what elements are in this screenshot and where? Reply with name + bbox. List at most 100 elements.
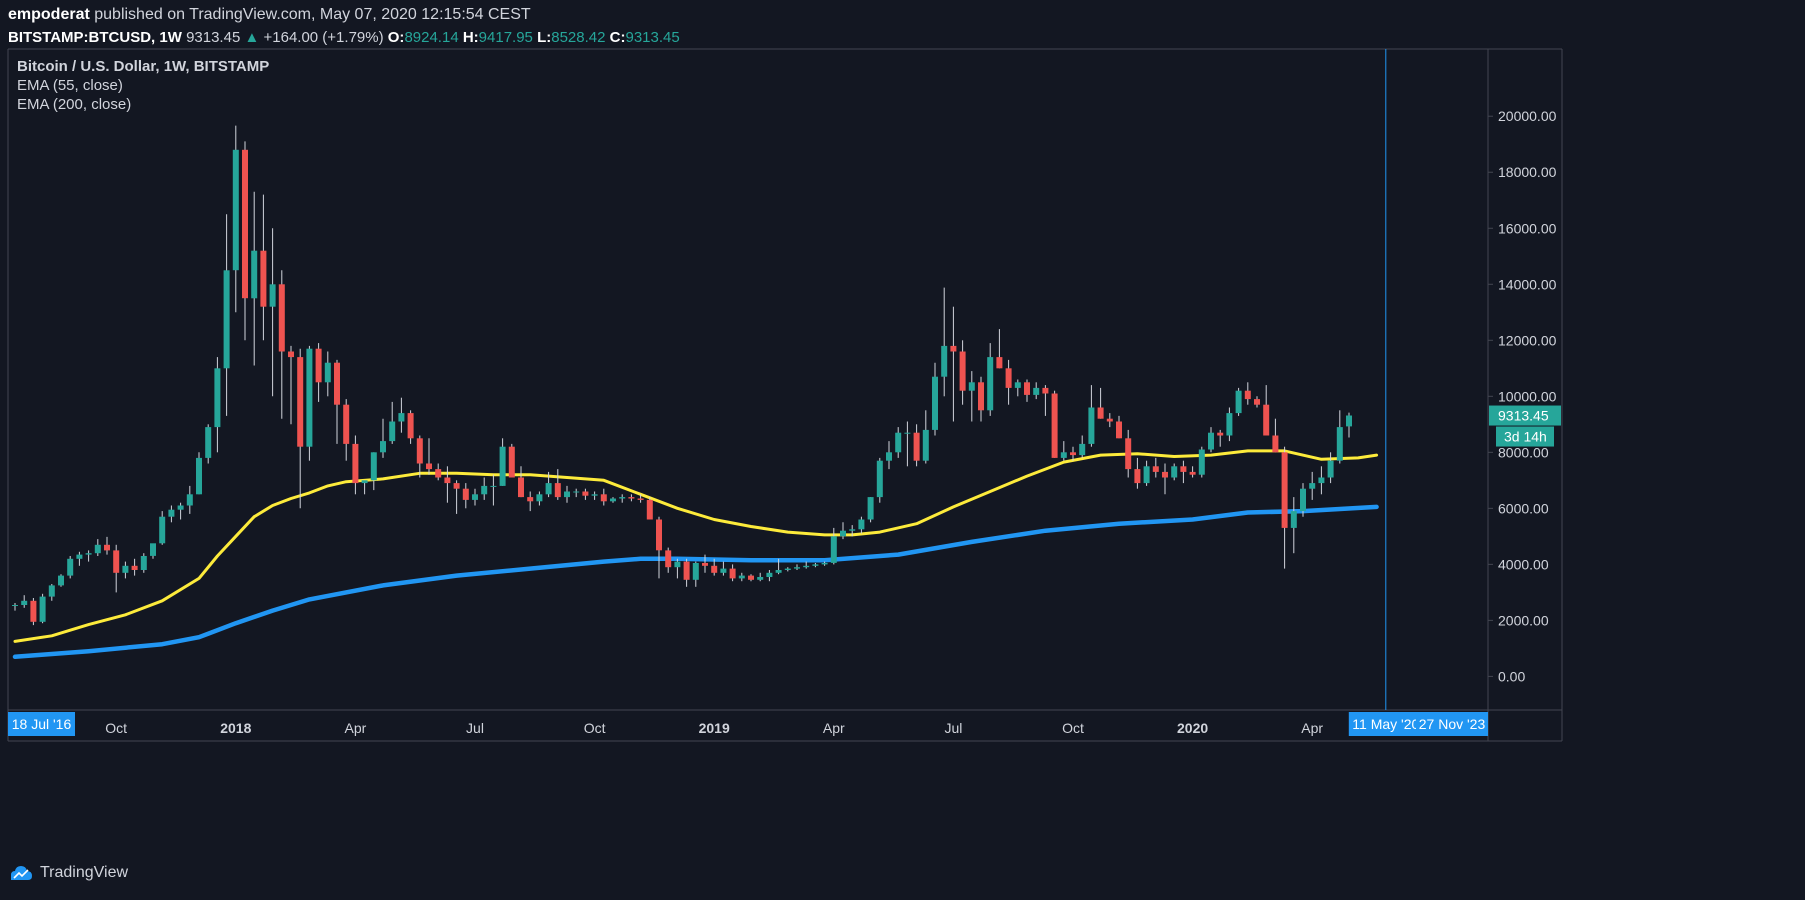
candle[interactable] [545, 471, 552, 498]
candle[interactable] [1281, 446, 1288, 569]
candle[interactable] [306, 345, 313, 461]
candle[interactable] [656, 516, 662, 579]
time-axis[interactable]: Oct 2018 Apr Jul Oct 2019 Apr Jul Oct 2020 Apr 18 J… [8, 712, 1488, 736]
candle[interactable] [554, 469, 561, 500]
candle[interactable] [288, 345, 294, 425]
candle[interactable] [711, 558, 718, 576]
candle[interactable] [435, 463, 442, 481]
start-date-badge[interactable] [8, 712, 75, 736]
candle[interactable] [1290, 497, 1297, 554]
candle[interactable] [637, 494, 644, 503]
candle[interactable] [1198, 446, 1205, 478]
candle[interactable] [352, 435, 359, 495]
candle[interactable] [665, 547, 672, 573]
candle[interactable] [1217, 429, 1224, 447]
candle[interactable] [876, 457, 883, 503]
candle[interactable] [591, 491, 598, 500]
candle[interactable] [1263, 385, 1270, 436]
candle[interactable] [508, 443, 515, 478]
candle[interactable] [94, 539, 101, 556]
candle[interactable] [324, 351, 331, 397]
candle[interactable] [48, 584, 55, 601]
price-axis[interactable]: 0.00 2000.00 4000.00 6000.00 8000.00 10000.00… [1488, 108, 1561, 684]
candle[interactable] [389, 401, 396, 444]
candle[interactable] [950, 306, 957, 422]
candle[interactable] [922, 410, 929, 464]
candle[interactable] [1070, 446, 1076, 461]
candle[interactable] [886, 441, 892, 470]
candle[interactable] [131, 558, 138, 576]
candle[interactable] [932, 362, 938, 436]
candle[interactable] [232, 125, 239, 313]
candle[interactable] [738, 572, 745, 582]
crosshair-date-badge[interactable] [1348, 712, 1423, 736]
candle[interactable] [481, 477, 488, 500]
candle[interactable] [821, 561, 828, 566]
candle[interactable] [223, 214, 230, 416]
candle[interactable] [1226, 407, 1233, 442]
candle[interactable] [150, 543, 156, 559]
candle[interactable] [85, 550, 92, 562]
candles-layer[interactable] [12, 125, 1352, 626]
candle[interactable] [1346, 412, 1352, 438]
candle[interactable] [1079, 435, 1086, 458]
candle[interactable] [729, 564, 736, 582]
candle[interactable] [398, 397, 405, 433]
candle[interactable] [30, 598, 37, 626]
candle[interactable] [692, 561, 699, 587]
candle[interactable] [1106, 413, 1113, 428]
candle[interactable] [1309, 471, 1316, 500]
candle[interactable] [1318, 466, 1325, 495]
candle[interactable] [1180, 460, 1187, 484]
candle[interactable] [1134, 457, 1141, 489]
candle[interactable] [21, 595, 28, 608]
candle[interactable] [858, 516, 865, 534]
candle[interactable] [1125, 429, 1132, 478]
candle[interactable] [968, 371, 975, 422]
candle[interactable] [1300, 483, 1306, 517]
candle[interactable] [610, 497, 616, 503]
candle[interactable] [904, 421, 911, 467]
candle[interactable] [499, 438, 506, 486]
candle[interactable] [140, 553, 147, 573]
candle[interactable] [168, 505, 175, 523]
candle[interactable] [518, 466, 524, 498]
candle[interactable] [628, 494, 635, 502]
candle[interactable] [297, 348, 304, 509]
candle[interactable] [913, 424, 920, 467]
candle[interactable] [867, 497, 874, 523]
candle[interactable] [58, 574, 64, 587]
end-date-badge[interactable] [1416, 712, 1488, 736]
candle[interactable] [803, 561, 810, 569]
candle[interactable] [12, 603, 18, 611]
candle[interactable] [242, 141, 248, 341]
candle[interactable] [1051, 390, 1058, 458]
candle[interactable] [646, 497, 653, 520]
candle[interactable] [334, 359, 340, 444]
candle[interactable] [1060, 441, 1067, 461]
candle[interactable] [1189, 466, 1196, 478]
candle[interactable] [1116, 415, 1122, 439]
candle[interactable] [987, 343, 994, 416]
candle[interactable] [748, 574, 754, 582]
candle[interactable] [269, 228, 276, 397]
candle[interactable] [702, 554, 708, 573]
candle[interactable] [1152, 457, 1159, 478]
candle[interactable] [214, 357, 221, 453]
candle[interactable] [104, 536, 110, 555]
author-name[interactable]: empoderat [8, 6, 90, 23]
candle[interactable] [343, 399, 350, 461]
candle[interactable] [1033, 382, 1040, 400]
candle[interactable] [775, 558, 782, 575]
candle[interactable] [122, 561, 129, 579]
candle[interactable] [564, 485, 570, 503]
candle[interactable] [177, 502, 184, 520]
candle[interactable] [794, 564, 800, 570]
candle[interactable] [1171, 463, 1178, 481]
candle[interactable] [76, 551, 83, 566]
candle[interactable] [1254, 396, 1260, 408]
candle[interactable] [205, 424, 212, 464]
candle[interactable] [573, 488, 580, 498]
candle[interactable] [186, 485, 193, 514]
